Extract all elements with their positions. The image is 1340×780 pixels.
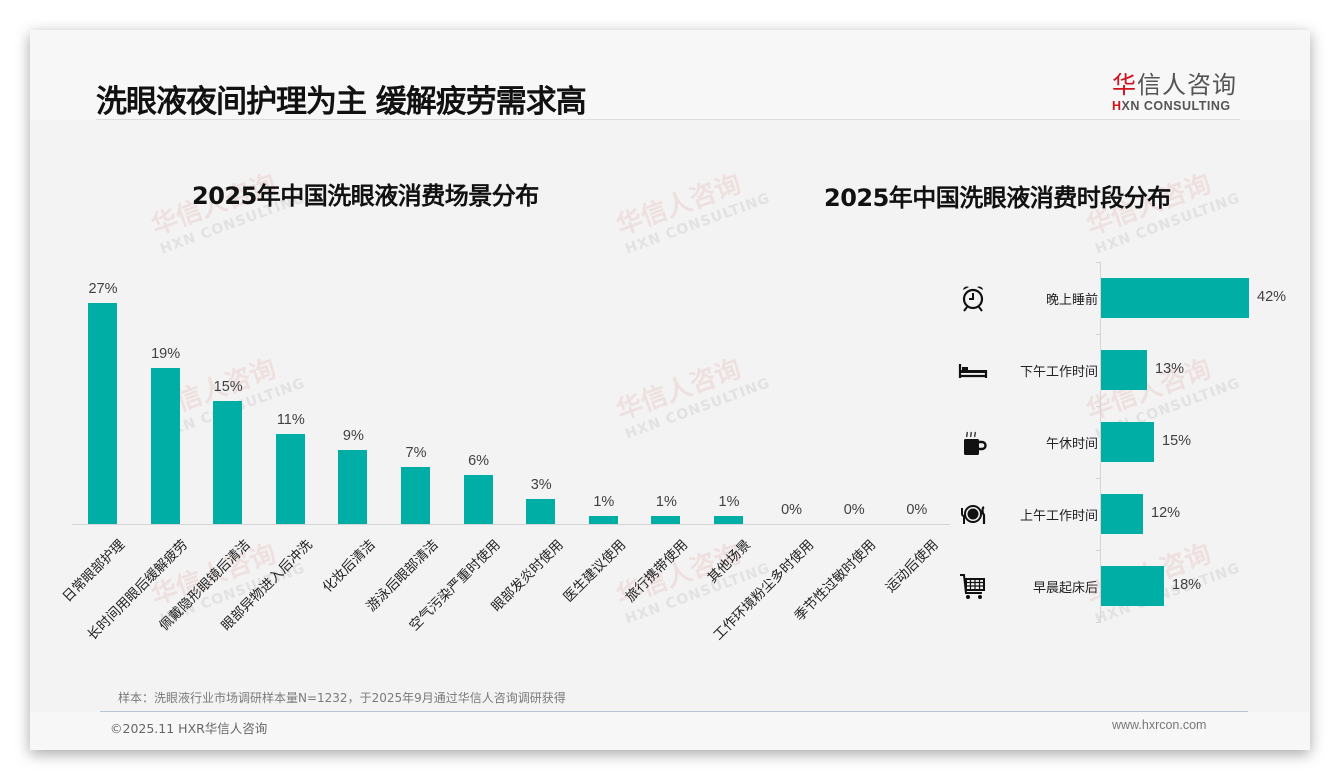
logo-en: HXN CONSULTING (1112, 99, 1242, 113)
axis-tick (1096, 262, 1101, 263)
bar (1101, 494, 1143, 534)
data-label: 15% (213, 379, 243, 395)
data-label: 1% (593, 494, 615, 510)
bar-group: 0% 工作环境粉尘多时使用 (710, 260, 823, 644)
footer-divider (100, 711, 1248, 712)
bar (1101, 350, 1147, 390)
time-bar-chart: 晚上睡前 42% 下午工作时间 13% 午休时间 15% 上午工作时间 12% 早晨起床后 18% (950, 262, 1310, 623)
bar-group: 11% 眼部异物进入后冲洗 (219, 260, 322, 634)
alarm-clock-icon (958, 284, 988, 312)
data-label: 13% (1155, 361, 1185, 377)
bar-row: 下午工作时间 13% (950, 350, 1310, 390)
logo-en-red: H (1112, 99, 1122, 113)
bar (275, 434, 305, 524)
bar (526, 499, 556, 524)
data-label: 1% (718, 494, 740, 510)
category-label: 下午工作时间 (1019, 365, 1098, 380)
sample-note: 样本：洗眼液行业市场调研样本量N=1232，于2025年9月通过华信人咨询调研获… (118, 691, 566, 705)
data-label: 1% (655, 494, 677, 510)
data-label: 27% (88, 281, 118, 297)
axis-tick (1096, 478, 1101, 479)
bar (150, 368, 180, 524)
bar-group: 3% 眼部发炎时使用 (488, 260, 572, 615)
bar-group: 15% 佩戴隐形眼镜后清洁 (156, 260, 259, 634)
data-label: 3% (530, 477, 552, 493)
footer-band (30, 712, 1310, 750)
category-label: 旅行携带使用 (622, 536, 692, 606)
page-title: 洗眼液夜间护理为主 缓解疲劳需求高 (96, 84, 587, 120)
header-band (30, 30, 1310, 120)
bed-icon (958, 356, 988, 384)
category-label: 上午工作时间 (1019, 509, 1098, 524)
website-link[interactable]: www.hxrcon.com (1112, 718, 1207, 732)
axis-tick (1096, 406, 1101, 407)
data-label: 15% (1162, 433, 1192, 449)
bar-row: 早晨起床后 18% (950, 566, 1310, 606)
bar (401, 467, 430, 524)
logo-cn: 华信人咨询 (1112, 65, 1242, 100)
bar-group: 1% 医生建议使用 (560, 260, 635, 605)
bar (651, 516, 681, 524)
bar (588, 516, 618, 524)
data-label: 18% (1172, 577, 1202, 593)
category-label: 午休时间 (1045, 437, 1098, 452)
data-label: 7% (405, 445, 427, 461)
category-label: 运动后使用 (882, 536, 942, 596)
bar (714, 516, 743, 524)
copyright: ©2025.11 HXR华信人咨询 (110, 721, 268, 736)
bar-group: 1% 其他场景 (698, 260, 760, 586)
bar-group: 19% 长时间用眼后缓解疲劳 (84, 260, 197, 644)
shopping-cart-icon (958, 572, 988, 600)
axis-tick (1096, 550, 1101, 551)
bar-group: 9% 化妆后清洁 (319, 260, 384, 596)
scene-chart-title: 2025年中国洗眼液消费场景分布 (192, 182, 539, 210)
time-chart-title: 2025年中国洗眼液消费时段分布 (824, 184, 1171, 212)
bar (463, 475, 493, 524)
data-label: 42% (1257, 289, 1287, 305)
data-label: 6% (468, 453, 490, 469)
axis-tick (1096, 334, 1101, 335)
x-axis-line (72, 524, 950, 525)
category-label: 化妆后清洁 (319, 536, 379, 596)
data-label: 0% (906, 502, 928, 518)
logo-en-rest: XN CONSULTING (1121, 99, 1231, 113)
y-axis-line (1100, 262, 1101, 622)
data-label: 9% (342, 428, 364, 444)
bar (1101, 422, 1154, 462)
title-divider (96, 119, 1240, 120)
bar-row: 晚上睡前 42% (950, 278, 1310, 318)
data-label: 19% (151, 346, 181, 362)
bar (1101, 566, 1164, 606)
data-label: 11% (276, 412, 305, 428)
company-logo: 华信人咨询 HXN CONSULTING (1112, 65, 1242, 113)
scene-bar-chart: 27% 日常眼部护理 19% 长时间用眼后缓解疲劳 15% 佩戴隐形眼镜后清洁 11% 眼部异… (60, 260, 950, 680)
axis-tick (1096, 622, 1101, 623)
bar-group: 1% 旅行携带使用 (623, 260, 697, 605)
category-label: 早晨起床后 (1032, 581, 1098, 596)
data-label: 0% (843, 502, 865, 518)
bar (213, 401, 243, 524)
bar (338, 450, 368, 524)
bar-group: 6% 空气污染严重时使用 (407, 260, 510, 634)
category-label: 晚上睡前 (1045, 293, 1098, 308)
bar-group: 7% 游泳后眼部清洁 (363, 260, 447, 615)
coffee-mug-icon (958, 428, 988, 456)
dining-plate-icon (958, 500, 988, 528)
bar-group: 0% 运动后使用 (883, 260, 948, 596)
slide: 洗眼液夜间护理为主 缓解疲劳需求高 华信人咨询 HXN CONSULTING 华… (30, 30, 1310, 750)
logo-cn-rest: 信人咨询 (1137, 71, 1237, 99)
data-label: 12% (1151, 505, 1181, 521)
logo-cn-red: 华 (1112, 71, 1137, 99)
bar (88, 303, 117, 524)
data-label: 0% (781, 502, 803, 518)
bar-row: 午休时间 15% (950, 422, 1310, 462)
bar-group: 0% 季节性过敏时使用 (792, 260, 885, 625)
bar-group: 27% 日常眼部护理 (60, 260, 134, 605)
category-label: 其他场景 (704, 536, 755, 587)
category-label: 医生建议使用 (560, 536, 629, 606)
bar (1101, 278, 1249, 318)
bar-row: 上午工作时间 12% (950, 494, 1310, 534)
